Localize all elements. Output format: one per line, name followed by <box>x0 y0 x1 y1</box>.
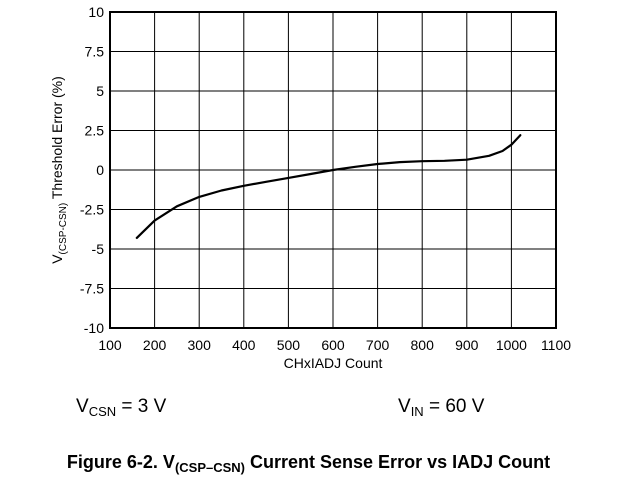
y-tick-label: -7.5 <box>80 281 104 297</box>
y-axis-label: V(CSP-CSN) Threshold Error (%) <box>49 76 69 264</box>
y-axis-ticks: -10 -7.5 -5 -2.5 0 2.5 5 7.5 10 <box>80 4 104 336</box>
y-tick-label: 7.5 <box>85 44 105 60</box>
x-axis-label: CHxIADJ Count <box>284 355 383 371</box>
x-tick-label: 300 <box>188 337 212 353</box>
y-tick-label: 10 <box>88 4 104 20</box>
x-tick-label: 1100 <box>541 337 571 353</box>
condition-vin: VIN = 60 V <box>398 396 485 419</box>
x-tick-label: 500 <box>277 337 301 353</box>
x-tick-label: 700 <box>366 337 390 353</box>
x-tick-label: 900 <box>455 337 479 353</box>
plot-frame <box>109 11 557 329</box>
x-axis-ticks: 100 200 300 400 500 600 700 800 900 1000 1100 <box>98 337 571 353</box>
y-tick-label: -10 <box>84 320 104 336</box>
x-tick-label: 600 <box>321 337 345 353</box>
line-chart: 100 200 300 400 500 600 700 800 900 1000 1100 -10-… <box>49 4 571 371</box>
y-tick-label: 5 <box>96 83 104 99</box>
y-tick-label: -2.5 <box>80 202 104 218</box>
y-tick-label: -5 <box>92 241 105 257</box>
x-tick-label: 1000 <box>496 337 527 353</box>
data-series-line <box>135 134 522 239</box>
figure-caption: Figure 6-2. V(CSP–CSN) Current Sense Err… <box>66 452 551 475</box>
y-tick-label: 0 <box>96 162 104 178</box>
x-tick-label: 400 <box>232 337 256 353</box>
condition-vcsn: VCSN = 3 V <box>76 396 167 419</box>
x-tick-label: 800 <box>411 337 435 353</box>
x-tick-label: 200 <box>143 337 167 353</box>
y-tick-label: 2.5 <box>85 123 105 139</box>
x-tick-label: 100 <box>98 337 122 353</box>
